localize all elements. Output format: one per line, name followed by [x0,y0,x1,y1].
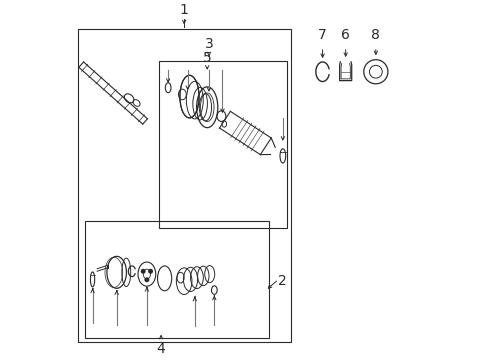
Text: 2: 2 [278,274,286,288]
Text: 6: 6 [341,28,349,41]
Text: 7: 7 [318,28,326,41]
Text: 4: 4 [156,342,165,356]
Text: 8: 8 [371,28,380,41]
Text: 3: 3 [204,37,213,51]
Text: 5: 5 [203,51,211,66]
Bar [78,29,290,342]
Circle shape [148,270,152,273]
Bar [84,221,269,338]
Circle shape [141,270,144,273]
Text: 1: 1 [180,3,188,17]
Bar [159,61,286,228]
Circle shape [145,278,148,282]
